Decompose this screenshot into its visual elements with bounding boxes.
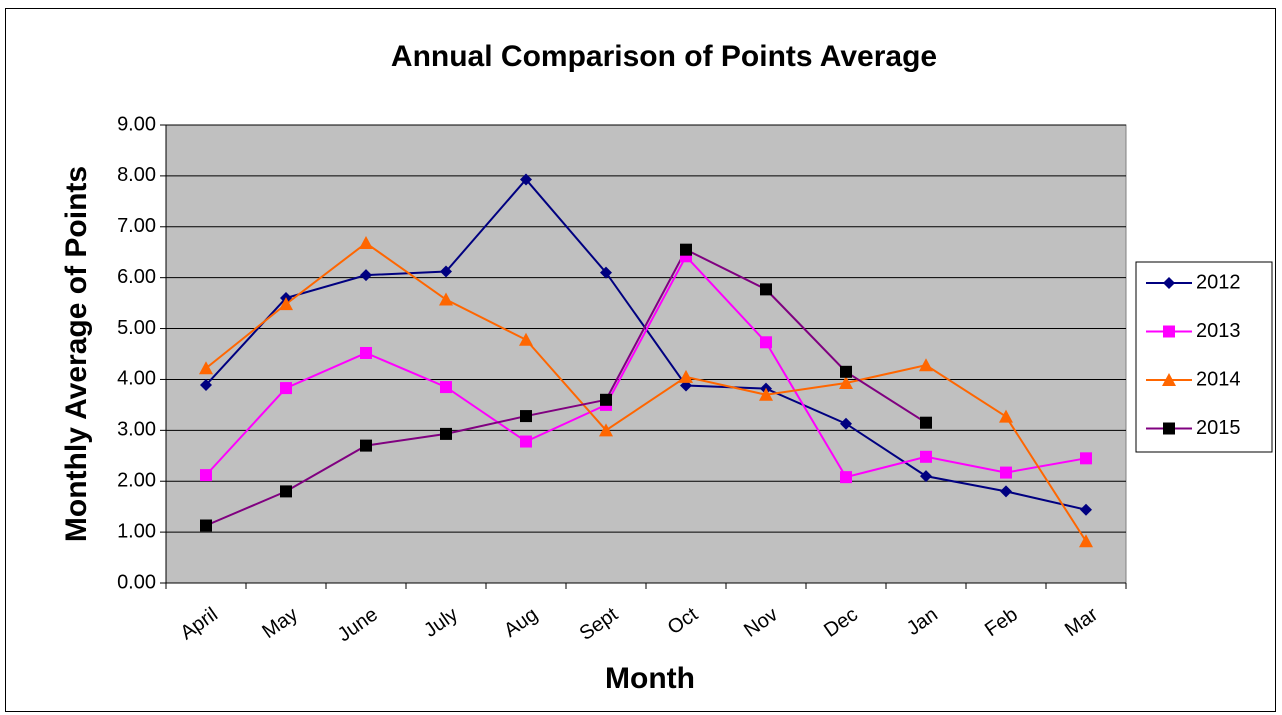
marker xyxy=(360,269,372,282)
marker xyxy=(360,439,372,452)
marker xyxy=(1162,373,1176,386)
marker xyxy=(840,365,852,378)
marker xyxy=(280,485,292,498)
y-tick-label: 0.00 xyxy=(117,571,156,593)
marker xyxy=(1163,277,1175,289)
marker xyxy=(1163,422,1175,435)
marker xyxy=(840,417,852,430)
marker xyxy=(199,361,213,375)
marker xyxy=(440,427,452,440)
marker xyxy=(360,346,372,359)
marker xyxy=(440,381,452,394)
marker xyxy=(200,519,212,532)
y-tick-label: 5.00 xyxy=(117,317,156,339)
marker xyxy=(1080,452,1092,465)
marker xyxy=(920,416,932,429)
x-axis-label: Month xyxy=(605,662,695,695)
y-tick-label: 6.00 xyxy=(117,266,156,288)
marker xyxy=(200,379,212,392)
marker xyxy=(520,435,532,448)
marker xyxy=(200,469,212,482)
marker xyxy=(920,470,932,483)
marker xyxy=(760,336,772,349)
legend-label: 2015 xyxy=(1196,417,1241,439)
marker xyxy=(759,387,773,401)
y-axis-label: Monthly Average of Points xyxy=(60,166,93,542)
marker xyxy=(600,266,612,279)
marker xyxy=(840,471,852,484)
marker xyxy=(1000,485,1012,498)
marker xyxy=(1163,325,1175,338)
legend-label: 2014 xyxy=(1196,368,1241,390)
marker xyxy=(1079,534,1093,548)
marker xyxy=(520,173,532,186)
series-line xyxy=(205,241,1087,542)
series-line xyxy=(205,254,1087,479)
legend-label: 2013 xyxy=(1196,320,1241,342)
marker xyxy=(519,332,533,346)
marker xyxy=(1080,503,1092,516)
marker xyxy=(839,376,853,390)
y-tick-label: 3.00 xyxy=(117,419,156,441)
marker xyxy=(600,393,612,406)
legend-label: 2012 xyxy=(1196,271,1241,293)
y-tick-label: 8.00 xyxy=(117,164,156,186)
marker xyxy=(760,283,772,296)
y-tick-label: 9.00 xyxy=(117,113,156,135)
series-line xyxy=(205,248,927,527)
marker xyxy=(920,450,932,463)
marker xyxy=(279,297,293,311)
marker xyxy=(440,265,452,278)
marker xyxy=(520,410,532,423)
marker xyxy=(439,292,453,306)
y-tick-label: 4.00 xyxy=(117,368,156,390)
legend xyxy=(1135,261,1273,453)
marker xyxy=(679,369,693,383)
marker xyxy=(1000,466,1012,479)
marker xyxy=(599,423,613,437)
y-tick-label: 1.00 xyxy=(117,520,156,542)
marker xyxy=(680,243,692,256)
y-tick-label: 2.00 xyxy=(117,470,156,492)
marker xyxy=(999,409,1013,423)
marker xyxy=(280,382,292,395)
y-tick-label: 7.00 xyxy=(117,215,156,237)
marker xyxy=(919,358,933,372)
plot-area xyxy=(165,124,1127,584)
chart-title: Annual Comparison of Points Average xyxy=(391,40,937,73)
marker xyxy=(359,236,373,250)
